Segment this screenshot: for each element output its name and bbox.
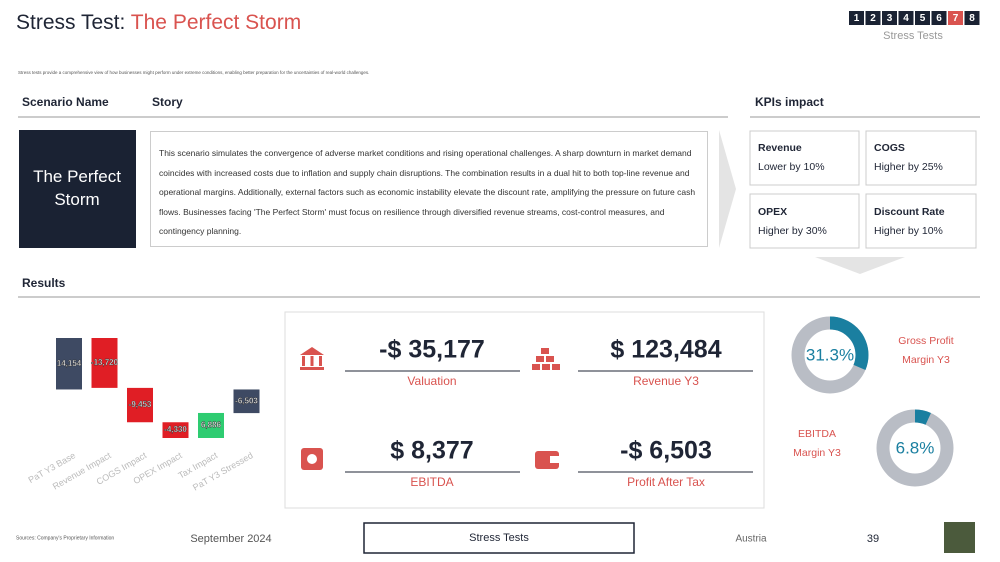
donut-arc xyxy=(876,409,954,487)
metric-value: $ 123,484 xyxy=(610,336,721,364)
metric-label: Profit After Tax xyxy=(627,475,705,489)
kpi-name: Revenue xyxy=(758,142,802,154)
country: Austria xyxy=(735,534,767,545)
donut-value: 31.3% xyxy=(806,345,854,364)
bank-icon xyxy=(300,347,324,370)
nav-box xyxy=(915,11,930,25)
scenario-line: The Perfect xyxy=(33,167,121,186)
icons xyxy=(300,347,560,470)
kpi-impact: Higher by 10% xyxy=(874,225,943,237)
metric-label: Revenue Y3 xyxy=(633,374,699,388)
nav-box xyxy=(931,11,947,25)
arrow xyxy=(815,257,905,274)
donut-arc xyxy=(791,316,869,394)
bricks-icon xyxy=(532,348,560,370)
kpi-impact: Higher by 25% xyxy=(874,161,943,173)
nav-item: 5 xyxy=(920,13,926,24)
data-label: 14,154 xyxy=(57,359,82,368)
safe-icon xyxy=(301,448,323,470)
nav-item: 2 xyxy=(870,13,876,24)
nav-item: 4 xyxy=(903,13,909,24)
metric-label: Valuation xyxy=(407,374,456,388)
metric-label: EBITDA xyxy=(410,475,453,489)
waterfall-bar xyxy=(162,422,189,438)
metric-value: $ 8,377 xyxy=(390,437,473,465)
section-title: Story xyxy=(152,95,183,109)
page-number: 39 xyxy=(867,533,879,545)
metric-value: -$ 35,177 xyxy=(379,336,485,364)
donut-label: EBITDA xyxy=(798,428,836,440)
title: Stress Test: The Perfect Storm xyxy=(16,11,301,34)
nav-box xyxy=(849,11,864,25)
nav-box xyxy=(865,11,881,25)
kpi-impact: Lower by 10% xyxy=(758,161,825,173)
metrics-panel xyxy=(284,311,765,509)
date: September 2024 xyxy=(190,533,271,545)
section-title: KPIs impact xyxy=(755,95,824,109)
data-label: -6,503 xyxy=(235,396,258,405)
kpi-card xyxy=(749,193,860,249)
donut-label: Margin Y3 xyxy=(793,447,841,459)
scenario-line: Storm xyxy=(54,190,99,209)
nav-box xyxy=(964,11,980,25)
nav-item: 7 xyxy=(953,13,959,24)
donut-label: Margin Y3 xyxy=(902,354,950,366)
nav-item: 3 xyxy=(887,13,893,24)
wallet-icon xyxy=(535,451,559,469)
kpi-card xyxy=(865,130,977,186)
donut-charts: 31.3% Gross Profit Margin Y3 6.8% EBITDA Marg… xyxy=(791,316,954,487)
kpi-name: OPEX xyxy=(758,206,787,218)
arrow xyxy=(719,130,736,248)
nav-item: 6 xyxy=(936,13,942,24)
waterfall-bar xyxy=(198,412,224,438)
kpi-card xyxy=(749,130,860,186)
kpi-impact: Higher by 30% xyxy=(758,225,827,237)
data-label: -4,330 xyxy=(164,425,187,434)
intro: Stress tests provide a comprehensive vie… xyxy=(18,70,369,75)
kpi-card xyxy=(865,193,977,249)
title-highlight: The Perfect Storm xyxy=(131,11,301,34)
donut-label: Gross Profit xyxy=(898,335,954,347)
nav-box xyxy=(882,11,897,25)
data-label: -13,720 xyxy=(91,358,119,367)
nav-item: 1 xyxy=(854,13,860,24)
metric-value: -$ 6,503 xyxy=(620,437,712,465)
kpi-name: Discount Rate xyxy=(874,206,945,218)
scenario-name: The Perfect Storm xyxy=(33,167,121,209)
section-title: Results xyxy=(22,276,66,290)
data-label: -9,453 xyxy=(129,400,152,409)
waterfall-bar xyxy=(91,338,118,388)
section-title: Scenario Name xyxy=(22,95,109,109)
nav-box xyxy=(948,11,963,25)
kpi-name: COGS xyxy=(874,142,905,154)
title-main: Stress Test: xyxy=(16,11,125,34)
waterfall-bar xyxy=(127,387,153,423)
nav-label: Stress Tests xyxy=(883,30,943,42)
logo xyxy=(944,522,975,553)
data-label: 6,886 xyxy=(201,421,222,430)
waterfall-bar xyxy=(56,338,82,390)
story-text: This scenario simulates the convergence … xyxy=(150,131,708,247)
nav-item: 8 xyxy=(969,13,975,24)
nav-box xyxy=(898,11,914,25)
section-box xyxy=(363,522,635,554)
donut-value: 6.8% xyxy=(896,438,935,457)
sources: Sources: Company's Proprietary Informati… xyxy=(16,535,114,541)
x-tick-label: PaT Y3 Stressed xyxy=(191,450,255,493)
scenario-box xyxy=(19,130,136,248)
waterfall-bar xyxy=(233,389,260,414)
section-name: Stress Tests xyxy=(469,532,529,544)
